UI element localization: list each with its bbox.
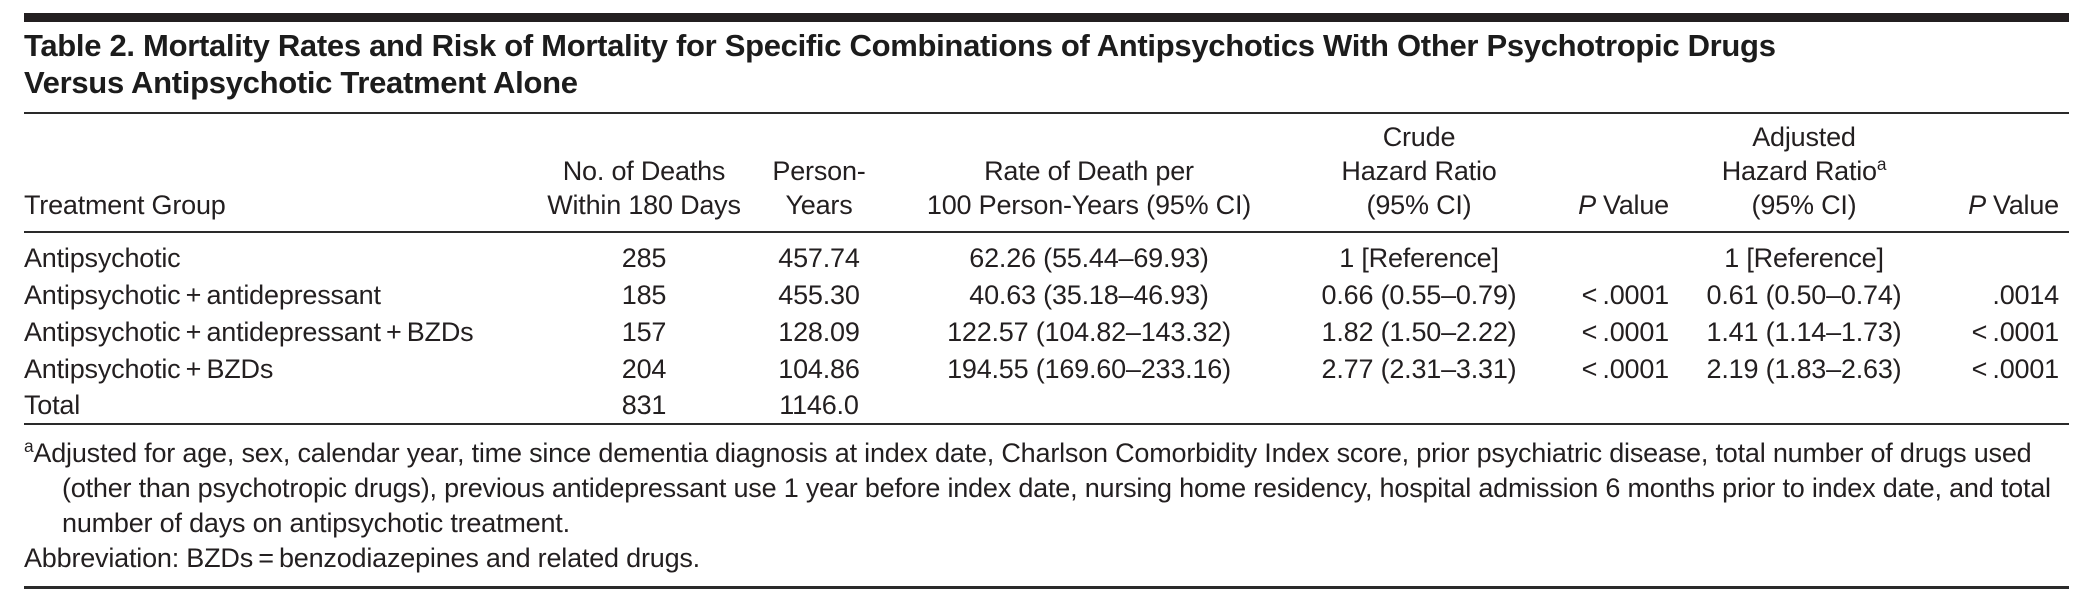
cell-deaths: 157: [621, 316, 667, 347]
cell-crude-p: < .0001: [1581, 353, 1670, 384]
cell-deaths: 285: [621, 243, 667, 273]
cell-crude-p: [1554, 387, 1679, 424]
cell-treatment-group: Total: [24, 390, 81, 420]
cell-crude-hr: 1 [Reference]: [1339, 243, 1499, 273]
table-row-antipsychotic-antidepressant: Antipsychotic + antidepressant 185 455.3…: [24, 276, 2069, 313]
col-header-no-of-deaths: No. of Deaths Within 180 Days: [544, 114, 744, 233]
p-value-italic-p: P: [1968, 190, 1986, 220]
cell-adjusted-hr: [1679, 387, 1929, 424]
p-value-italic-p: P: [1578, 190, 1596, 220]
cell-treatment-group: Antipsychotic + antidepressant: [24, 279, 381, 310]
cell-crude-p: < .0001: [1581, 316, 1670, 347]
header-row: Treatment Group No. of Deaths Within 180…: [24, 114, 2069, 233]
col-header-crude-p-value: P Value: [1554, 114, 1679, 233]
table-footnotes: aAdjusted for age, sex, calendar year, t…: [24, 425, 2069, 589]
table-body: Antipsychotic 285 457.74 62.26 (55.44–69…: [24, 232, 2069, 424]
table-row-antipsychotic: Antipsychotic 285 457.74 62.26 (55.44–69…: [24, 232, 2069, 276]
col-header-line: Adjusted: [1752, 122, 1856, 152]
cell-adjusted-hr: 1 [Reference]: [1724, 243, 1884, 273]
p-value-word: Value: [1992, 190, 2059, 220]
cell-adjusted-hr: 0.61 (0.50–0.74): [1706, 279, 1902, 310]
cell-crude-p: [1554, 232, 1679, 276]
cell-rate: 40.63 (35.18–46.93): [969, 279, 1209, 310]
footnote-marker: a: [24, 436, 34, 456]
table-top-border: [24, 13, 2069, 22]
col-header-treatment-group: Treatment Group: [24, 114, 544, 233]
cell-adjusted-p: < .0001: [1971, 353, 2060, 384]
cell-treatment-group: Antipsychotic + antidepressant + BZDs: [24, 316, 474, 347]
cell-adjusted-p: .0014: [1992, 279, 2059, 310]
cell-treatment-group: Antipsychotic + BZDs: [24, 353, 274, 384]
cell-crude-p: < .0001: [1581, 279, 1670, 310]
cell-crude-hr: 2.77 (2.31–3.31): [1321, 353, 1517, 384]
p-value-word: Value: [1602, 190, 1669, 220]
mortality-table: Treatment Group No. of Deaths Within 180…: [24, 114, 2069, 425]
cell-adjusted-p: [1929, 232, 2069, 276]
col-header-line: Hazard Ratio: [1341, 156, 1497, 186]
col-header-adjusted-hazard-ratio: Adjusted Hazard Ratioa (95% CI): [1679, 114, 1929, 233]
col-header-line: Crude: [1382, 122, 1456, 152]
table-title: Table 2. Mortality Rates and Risk of Mor…: [24, 22, 2069, 114]
table-row-total: Total 831 1146.0: [24, 387, 2069, 424]
cell-adjusted-hr: 2.19 (1.83–2.63): [1706, 353, 1902, 384]
footnote-adjusted-text: Adjusted for age, sex, calendar year, ti…: [33, 438, 2051, 538]
footnote-marker-ref: a: [1876, 154, 1887, 174]
col-header-line: Within 180 Days: [547, 190, 741, 220]
col-header-line: Person-Years: [772, 156, 866, 220]
cell-person-years: 457.74: [778, 243, 860, 273]
col-header-line: Rate of Death per: [984, 156, 1194, 186]
cell-adjusted-hr: 1.41 (1.14–1.73): [1706, 316, 1902, 347]
cell-rate: 62.26 (55.44–69.93): [969, 243, 1209, 273]
col-header-line: (95% CI): [1366, 190, 1472, 220]
cell-person-years: 104.86: [778, 353, 860, 384]
col-header-line: Treatment Group: [24, 190, 226, 220]
cell-rate: 122.57 (104.82–143.32): [947, 316, 1231, 347]
col-header-adjusted-p-value: P Value: [1929, 114, 2069, 233]
table-row-antipsychotic-antidepressant-bzds: Antipsychotic + antidepressant + BZDs 15…: [24, 313, 2069, 350]
cell-deaths: 185: [621, 279, 667, 310]
col-header-line: Hazard Ratioa: [1721, 154, 1887, 186]
cell-adjusted-p: [1929, 387, 2069, 424]
cell-crude-hr: [1284, 387, 1554, 424]
cell-rate: [894, 387, 1284, 424]
cell-deaths: 204: [621, 353, 667, 384]
col-header-line: 100 Person-Years (95% CI): [926, 190, 1252, 220]
footnote-abbreviation: Abbreviation: BZDs = benzodiazepines and…: [24, 543, 700, 573]
footnote-adjusted: aAdjusted for age, sex, calendar year, t…: [24, 436, 2069, 541]
cell-rate: 194.55 (169.60–233.16): [947, 353, 1231, 384]
cell-person-years: 455.30: [778, 279, 860, 310]
table-title-line-1: Table 2. Mortality Rates and Risk of Mor…: [24, 28, 1776, 63]
col-header-rate-of-death: Rate of Death per 100 Person-Years (95% …: [894, 114, 1284, 233]
table-row-antipsychotic-bzds: Antipsychotic + BZDs 204 104.86 194.55 (…: [24, 350, 2069, 387]
cell-crude-hr: 1.82 (1.50–2.22): [1321, 316, 1517, 347]
table-header: Treatment Group No. of Deaths Within 180…: [24, 114, 2069, 233]
cell-treatment-group: Antipsychotic: [24, 243, 181, 273]
col-header-line: (95% CI): [1751, 190, 1857, 220]
cell-adjusted-p: < .0001: [1971, 316, 2060, 347]
cell-crude-hr: 0.66 (0.55–0.79): [1321, 279, 1517, 310]
col-header-line: No. of Deaths: [562, 156, 726, 186]
cell-person-years: 1146.0: [779, 390, 859, 420]
cell-deaths: 831: [621, 390, 667, 420]
col-header-crude-hazard-ratio: Crude Hazard Ratio (95% CI): [1284, 114, 1554, 233]
table-title-line-2: Versus Antipsychotic Treatment Alone: [24, 65, 578, 100]
col-header-person-years: Person-Years: [744, 114, 894, 233]
cell-person-years: 128.09: [778, 316, 860, 347]
